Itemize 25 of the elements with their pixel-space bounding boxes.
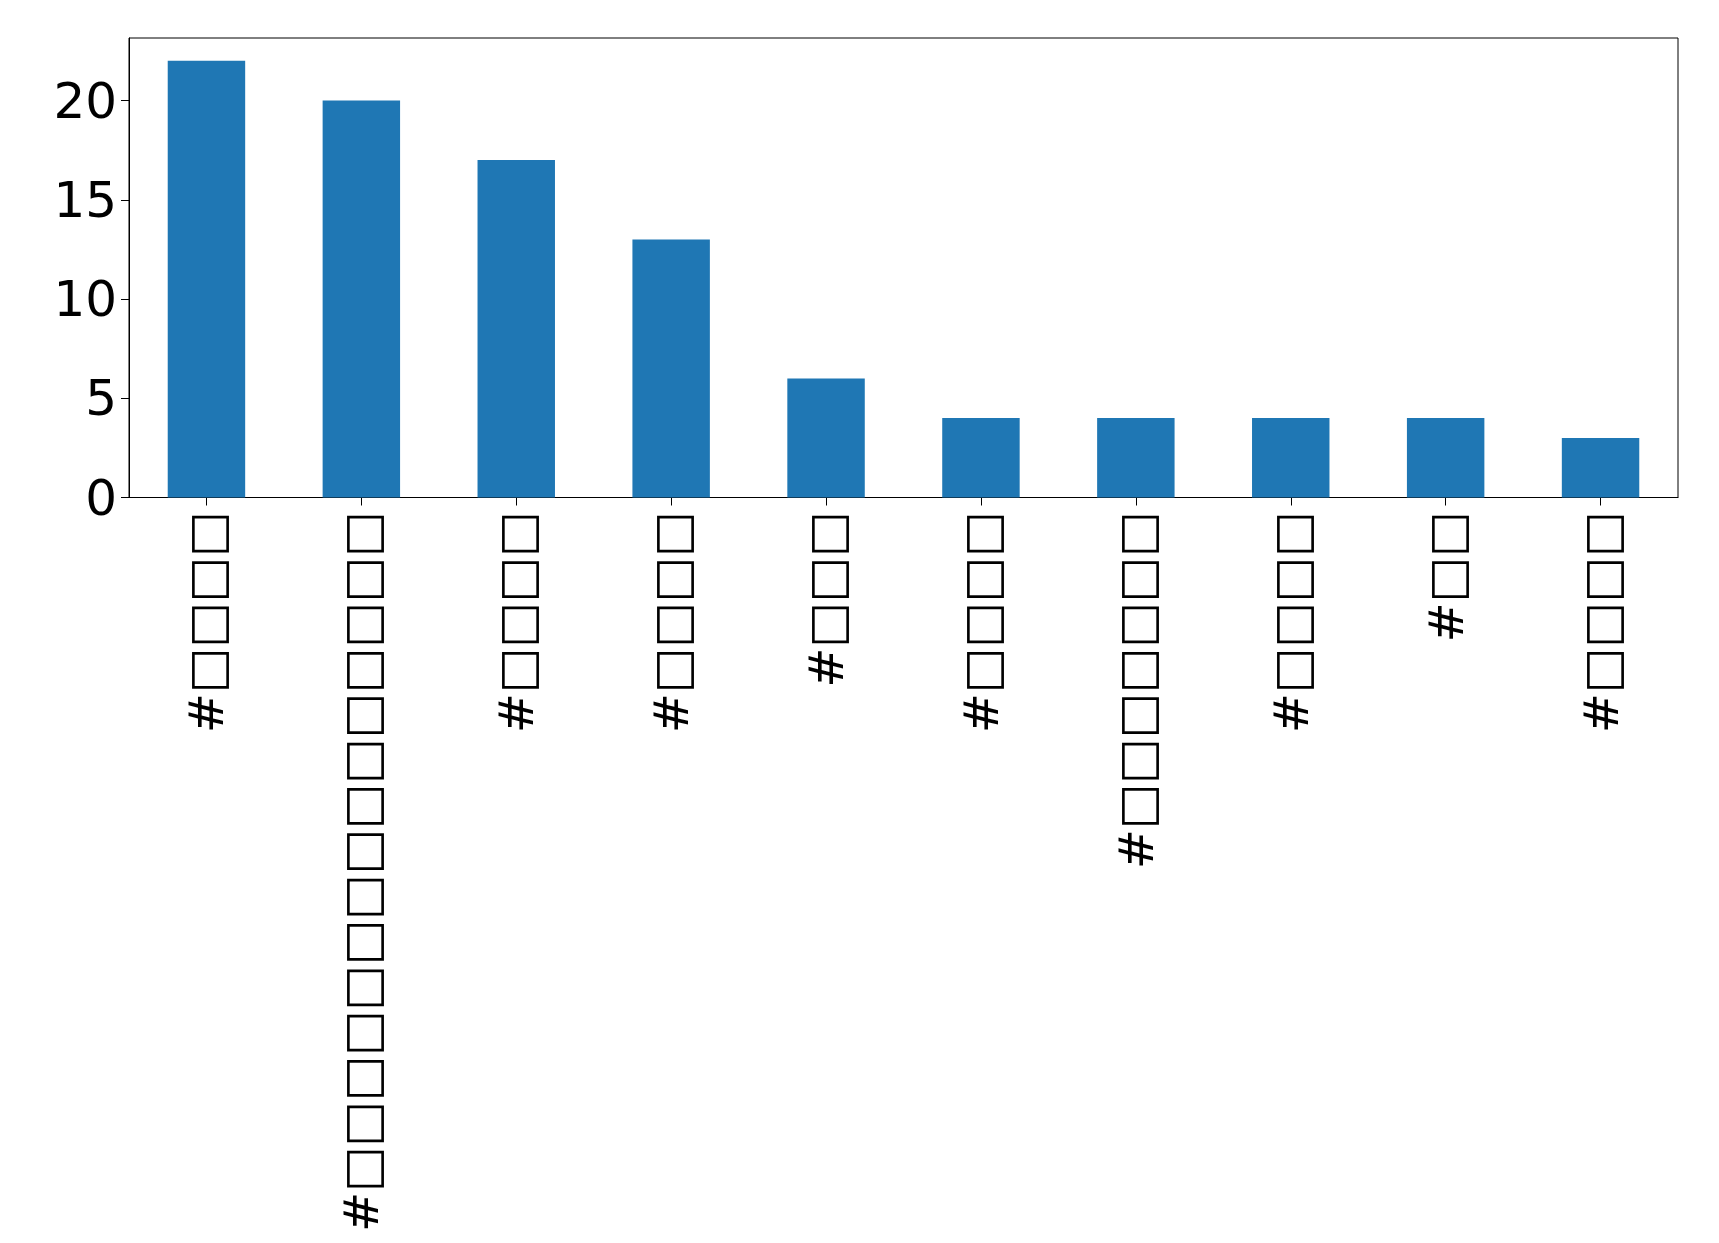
x-tick-label: #□□□□ [178, 511, 235, 734]
bar [322, 100, 401, 498]
bar [1406, 418, 1485, 498]
bar [167, 60, 246, 498]
x-tick-label: #□□□□ [1262, 511, 1319, 734]
bar [477, 160, 555, 498]
x-tick-label: #□□ [1417, 511, 1474, 643]
x-tick-label: #□□□□ [952, 511, 1009, 734]
x-tick-label: #□□□□□□□ [1107, 511, 1164, 870]
bar [942, 418, 1020, 498]
bar [1252, 418, 1330, 498]
x-tick-label: #□□□ [798, 511, 855, 688]
y-tick-label: 20 [53, 71, 117, 130]
bar [1097, 418, 1175, 498]
x-tick-label: #□□□□□□□□□□□□□□□ [333, 511, 390, 1233]
y-tick-label: 0 [85, 468, 117, 527]
y-tick-label: 10 [53, 270, 117, 329]
y-tick-label: 15 [53, 170, 117, 229]
bar [1561, 437, 1640, 498]
bar [787, 378, 865, 498]
x-tick-label: #□□□□ [488, 511, 545, 734]
y-tick-label: 5 [85, 369, 117, 428]
bar [632, 239, 710, 498]
x-tick-label: #□□□□ [643, 511, 700, 734]
x-tick-label: #□□□□ [1572, 511, 1629, 734]
